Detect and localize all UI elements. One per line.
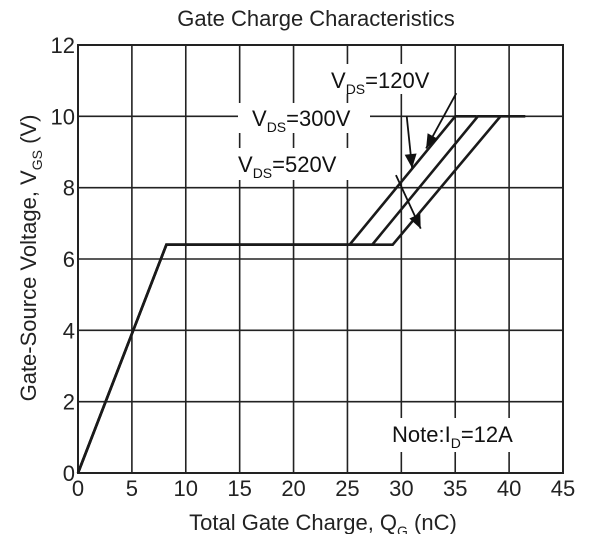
series-label-300-sub: DS [267,119,286,135]
series-label-520-value: =520V [272,152,337,177]
note-bg [388,418,546,452]
note-value: =12A [461,422,513,447]
x-axis-title-sub: G [397,523,408,534]
y-tick-label-5: 10 [51,104,75,129]
y-tick-label-6: 12 [51,33,75,58]
note-main: Note:I [392,422,451,447]
series-label-120-value: =120V [365,68,430,93]
x-tick-label-4: 20 [281,476,305,501]
series-label-120: VDS=120V [331,68,430,97]
y-axis-title-unit: (V) [16,115,41,150]
note-annotation: Note:ID=12A [392,422,513,451]
y-axis-title-main: Gate-Source Voltage, V [16,170,41,401]
series-label-120-sub: DS [346,81,365,97]
x-axis-title-main: Total Gate Charge, Q [189,510,397,534]
y-axis-title: Gate-Source Voltage, VGS (V) [16,115,45,402]
x-tick-label-3: 15 [227,476,251,501]
x-tick-label-9: 45 [551,476,575,501]
series-label-120-bg [328,64,438,94]
series-label-300: VDS=300V [252,106,351,135]
x-axis-title: Total Gate Charge, QG (nC) [189,510,457,534]
chart-title: Gate Charge Characteristics [177,6,455,31]
x-tick-label-1: 5 [126,476,138,501]
arrow-vds-520-head [409,213,421,229]
note-sub: D [451,435,461,451]
series-label-520: VDS=520V [238,152,337,181]
x-tick-label-5: 25 [335,476,359,501]
x-tick-label-2: 10 [174,476,198,501]
series-label-520-bg [236,148,364,180]
x-axis-title-unit: (nC) [408,510,457,534]
y-tick-label-2: 4 [63,318,75,343]
y-tick-label-1: 2 [63,390,75,415]
x-tick-label-7: 35 [443,476,467,501]
series-label-300-value: =300V [286,106,351,131]
series-label-120-main: V [331,68,346,93]
series-label-300-bg [238,103,370,133]
y-tick-label-3: 6 [63,247,75,272]
arrow-vds-300-head [404,153,417,169]
series-line-vds-520 [76,115,526,474]
y-tick-label-0: 0 [63,461,75,486]
series-label-300-main: V [252,106,267,131]
x-tick-label-8: 40 [497,476,521,501]
series-label-520-sub: DS [253,165,272,181]
y-tick-label-4: 8 [63,176,75,201]
y-axis-title-sub: GS [29,150,45,170]
series-label-520-main: V [238,152,253,177]
plot-frame [77,44,564,474]
arrow-vds-120-head [426,133,439,149]
x-tick-label-6: 30 [389,476,413,501]
x-tick-label-0: 0 [72,476,84,501]
